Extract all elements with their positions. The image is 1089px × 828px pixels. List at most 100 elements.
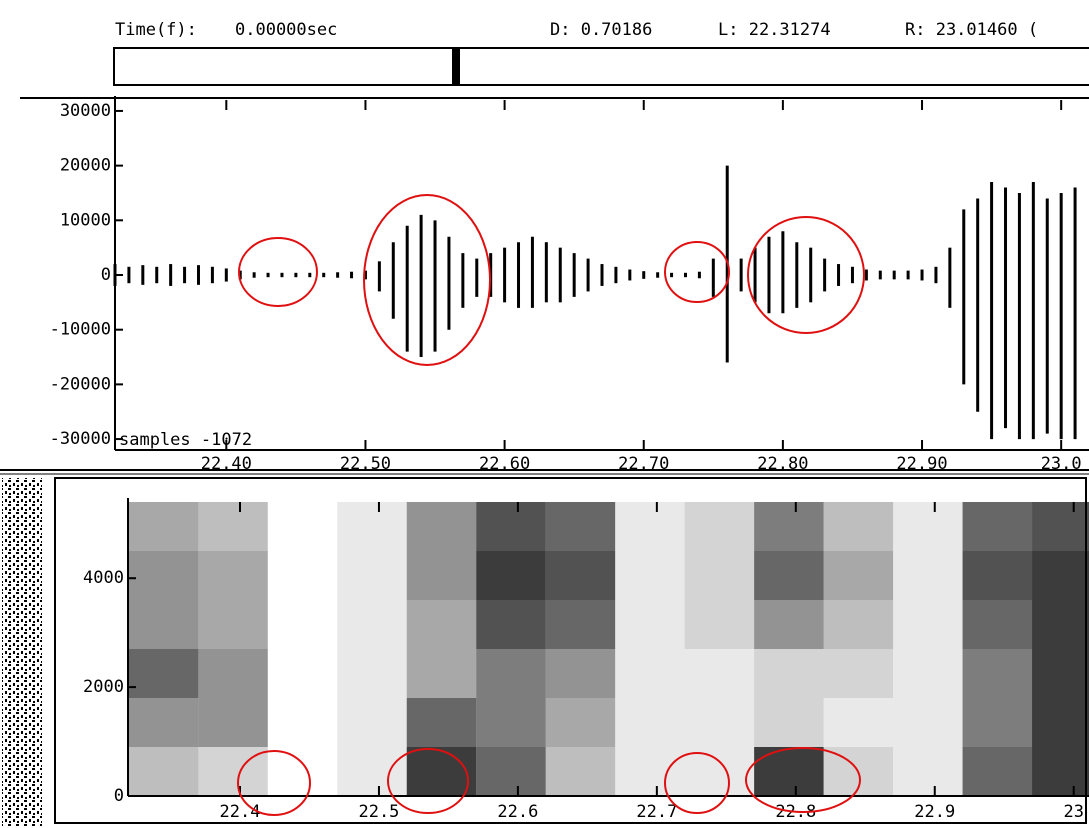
spectrogram-cell <box>754 649 823 698</box>
x-tick-label: 22.9 <box>914 802 955 822</box>
spectrogram-cell <box>615 600 684 649</box>
spectrogram-cell <box>685 502 754 551</box>
spectrogram-cell <box>685 747 754 796</box>
x-tick-label: 23 <box>1063 802 1083 822</box>
spectrogram-cell <box>546 600 615 649</box>
spectrogram-cell <box>1032 600 1089 649</box>
spectrogram-cell <box>407 502 476 551</box>
y-tick-label: 0 <box>114 786 124 806</box>
spectrogram-cell <box>129 502 198 551</box>
highlight-circle <box>665 242 729 302</box>
highlight-circle <box>364 195 490 365</box>
spectrogram-cell <box>407 698 476 747</box>
spectrogram-cell <box>963 747 1032 796</box>
spectrogram-cell <box>546 649 615 698</box>
y-tick-label: 4000 <box>83 568 124 588</box>
spectrogram-cell <box>129 747 198 796</box>
spectrogram-cell <box>198 551 267 600</box>
x-tick-label: 22.7 <box>636 802 677 822</box>
spectrogram-cell <box>615 698 684 747</box>
time-label: Time(f): <box>115 20 197 40</box>
spectrogram-cell <box>198 600 267 649</box>
spectrogram-cell <box>476 698 545 747</box>
spectrogram-cell <box>268 747 337 796</box>
x-tick-label: 22.60 <box>479 454 530 474</box>
spectrogram-cell <box>963 698 1032 747</box>
y-tick-label: 20000 <box>60 156 111 176</box>
spectrogram-cell <box>407 649 476 698</box>
spectrogram-cell <box>754 600 823 649</box>
x-tick-label: 22.50 <box>340 454 391 474</box>
spectrogram-cell <box>1032 747 1089 796</box>
x-tick-label: 22.90 <box>896 454 947 474</box>
spectrogram-cell <box>268 600 337 649</box>
spectrogram-cell <box>337 649 406 698</box>
spectrogram-cell <box>198 502 267 551</box>
x-tick-label: 22.5 <box>358 802 399 822</box>
spectrogram-cell <box>685 600 754 649</box>
spectrogram-cell <box>268 551 337 600</box>
y-tick-label: 0 <box>101 265 111 285</box>
x-tick-label: 22.4 <box>220 802 261 822</box>
spectrogram-cell <box>546 551 615 600</box>
spectrogram-cell <box>1032 551 1089 600</box>
spectrogram-cell <box>337 551 406 600</box>
spectrogram-cell <box>476 649 545 698</box>
y-tick-label: -10000 <box>50 320 111 340</box>
y-tick-label: 10000 <box>60 210 111 230</box>
spectrogram-cell <box>546 747 615 796</box>
spectrogram-cell <box>893 502 962 551</box>
spectrogram-cell <box>337 698 406 747</box>
spectrogram-cell <box>963 551 1032 600</box>
spectrogram-cell <box>476 502 545 551</box>
spectrogram-cell <box>824 649 893 698</box>
spectrogram-cell <box>337 502 406 551</box>
spectrogram-cell <box>476 600 545 649</box>
spectrogram-cell <box>754 698 823 747</box>
y-tick-label: -20000 <box>50 374 111 394</box>
spectrogram-cell <box>893 698 962 747</box>
y-tick-label: 2000 <box>83 677 124 697</box>
spectrogram-cell <box>1032 649 1089 698</box>
left-time: L: 22.31274 <box>718 20 831 40</box>
spectrogram-cell <box>893 600 962 649</box>
spectrogram-cell <box>129 551 198 600</box>
spectrogram-cell <box>754 747 823 796</box>
spectrogram-cell <box>893 649 962 698</box>
spectrogram-cell <box>685 551 754 600</box>
spectrogram-cell <box>268 698 337 747</box>
spectrogram-cell <box>893 551 962 600</box>
spectrogram-cell <box>824 698 893 747</box>
highlight-circle <box>748 217 864 333</box>
spectrogram-cell <box>615 502 684 551</box>
spectrogram-cell <box>824 551 893 600</box>
spectrogram-cell <box>129 649 198 698</box>
spectrogram-cell <box>1032 698 1089 747</box>
spectrogram-cell <box>615 649 684 698</box>
spectrogram-cell <box>476 551 545 600</box>
scrollbar[interactable] <box>114 48 1089 85</box>
time-value: 0.00000sec <box>235 20 337 40</box>
x-tick-label: 22.70 <box>618 454 669 474</box>
spectrogram-cell <box>893 747 962 796</box>
spectrogram-cell <box>268 502 337 551</box>
spectrogram-cell <box>546 698 615 747</box>
spectrogram-cell <box>963 600 1032 649</box>
spectrogram-cell <box>546 502 615 551</box>
amplitude-strip <box>2 478 42 826</box>
scroll-thumb[interactable] <box>452 49 460 84</box>
x-tick-label: 22.6 <box>497 802 538 822</box>
spectrogram-cell <box>337 600 406 649</box>
y-tick-label: 30000 <box>60 101 111 121</box>
screen: Time(f): 0.00000sec D: 0.70186 L: 22.312… <box>0 0 1089 828</box>
spectrogram-cell <box>337 747 406 796</box>
spectrogram-cell <box>615 747 684 796</box>
spectrogram-cell <box>407 551 476 600</box>
spectrogram-cell <box>129 600 198 649</box>
x-tick-label: 22.40 <box>201 454 252 474</box>
spectrogram-cell <box>963 502 1032 551</box>
spectrogram-cell <box>685 698 754 747</box>
spectrogram-cell <box>129 698 198 747</box>
spectrogram-cell <box>615 551 684 600</box>
